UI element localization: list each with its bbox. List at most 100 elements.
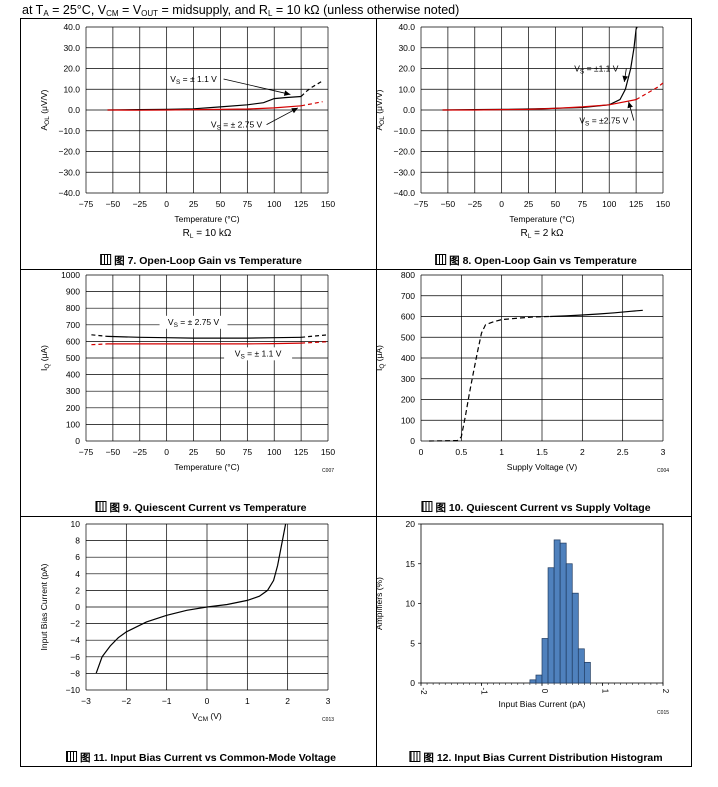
xtick-label: 0.5 [455,447,467,457]
ytick-label: −10.0 [393,126,415,136]
histogram-bar [577,648,585,684]
annotation-label: VS = ± 2.75 V [168,317,220,329]
ytick-label: −2 [70,619,80,629]
ytick-label: 400 [401,353,415,363]
series-line [429,315,551,442]
xtick-label: 1 [245,696,250,706]
series-line [95,523,287,674]
caption-fig9: 图 9. Quiescent Current vs Temperature [95,500,307,515]
ytick-label: 100 [66,419,80,429]
xtick-label: −50 [106,447,121,457]
figure-code: C013 [322,717,334,723]
ytick-label: 500 [66,353,80,363]
xtick-label: 1 [601,689,610,694]
ytick-label: 0 [75,436,80,446]
xtick-label: 50 [551,199,561,209]
ytick-label: 900 [66,287,80,297]
series-line [107,105,302,111]
xtick-label: −25 [133,447,148,457]
ytick-label: 10.0 [398,84,415,94]
x-axis-label: Temperature (°C) [174,462,239,472]
ytick-label: 0.0 [403,105,415,115]
xtick-label: −3 [81,696,91,706]
ytick-label: 300 [401,374,415,384]
annotation-label: VS = ± 2.75 V [211,120,263,132]
ytick-label: 8 [75,536,80,546]
series-line [635,26,638,30]
xtick-label: −75 [79,447,94,457]
figure-grid [20,18,692,767]
ytick-label: 200 [401,395,415,405]
xtick-label: 25 [189,199,199,209]
ytick-label: 200 [66,403,80,413]
figure-icon [95,501,107,512]
xtick-label: 125 [294,447,308,457]
ytick-label: 40.0 [398,22,415,32]
header-subscript: OUT [141,9,159,18]
xtick-label: 0 [419,447,424,457]
header-subscript: A [43,9,49,18]
xtick-label: −50 [441,199,456,209]
xtick-label: 0 [164,447,169,457]
xtick-label: 100 [267,199,281,209]
annotation-label: VS = ± 1.1 V [235,348,282,360]
ytick-label: 600 [401,312,415,322]
figure-icon [435,254,447,265]
ytick-label: 30.0 [63,43,80,53]
caption-text: 图 7. Open-Loop Gain vs Temperature [114,255,302,267]
histogram-bar [535,674,543,684]
ytick-label: 10 [71,519,81,529]
annotation-arrowhead [622,75,628,82]
chart-fig8: −40.0 −30.0 −20.0 −10.0 0.0 10.0 20.0 30.0 40.0 −… [374,22,670,240]
ytick-label: −4 [70,635,80,645]
ytick-label: −10 [66,685,81,695]
annotation-arrowhead [283,90,291,96]
annotation-bg [159,315,228,329]
annotation-arrowhead [627,101,633,109]
xtick-label: 0 [540,689,549,694]
ytick-label: 15 [406,559,416,569]
caption-fig8: 图 8. Open-Loop Gain vs Temperature [435,253,637,268]
header-text: = midsupply, and R [158,3,268,17]
header-text: = V [118,3,142,17]
histogram-bar [571,592,579,684]
header-text: at T [22,3,44,17]
xtick-label: 150 [321,447,335,457]
ytick-label: 0 [410,678,415,688]
xtick-label: 75 [243,199,253,209]
annotation-bg [224,347,293,361]
xtick-label: 100 [267,447,281,457]
grid-divider-vertical [376,19,377,766]
ytick-label: 20 [406,519,416,529]
xtick-label: 125 [629,199,643,209]
histogram-bar [541,638,549,684]
xtick-label: −1 [162,696,172,706]
series-line [300,101,323,107]
xtick-label: 150 [321,199,335,209]
series-line [91,343,108,346]
xtick-label: 2 [580,447,585,457]
ytick-label: 40.0 [63,22,80,32]
series-line [635,82,664,101]
chart-fig12: 0 5 10 15 20 -2 -1 0 1 2 Input Bias Current (pA) Am… [374,519,670,716]
ytick-label: 1000 [61,270,80,280]
xtick-label: 3 [661,447,666,457]
annotation-label: VS = ± 1.1 V [170,74,217,86]
xtick-label: 2 [661,689,670,694]
xtick-label: 0 [205,696,210,706]
xtick-label: 25 [189,447,199,457]
x-axis-sublabel: RL = 10 kΩ [183,228,232,240]
xtick-label: 1.5 [536,447,548,457]
ytick-label: −30.0 [58,167,80,177]
series-line [550,309,643,318]
y-axis-label: IQ (μA) [39,345,51,371]
xtick-label: 3 [326,696,331,706]
x-axis-label: Input Bias Current (pA) [499,699,586,709]
xtick-label: −2 [121,696,131,706]
ytick-label: 800 [401,270,415,280]
ytick-label: −40.0 [393,188,415,198]
y-axis-label: Amplifiers (%) [374,577,384,630]
